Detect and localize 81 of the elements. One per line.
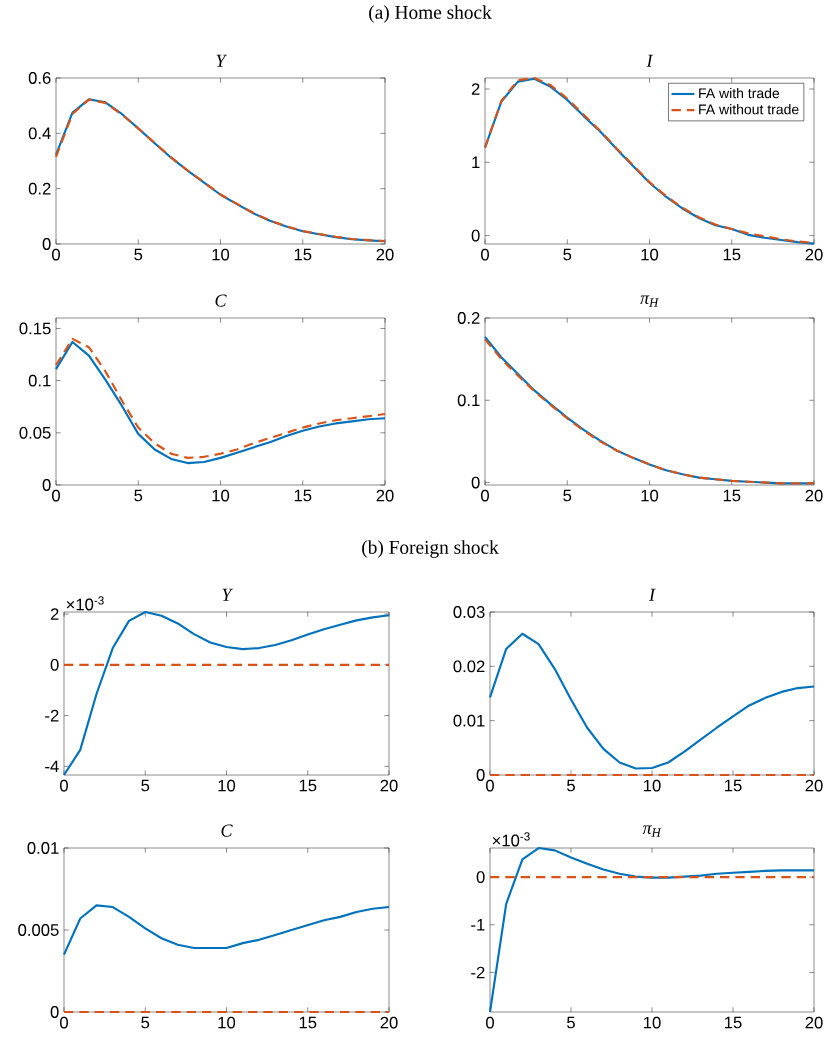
x-tick-label: 10	[212, 489, 230, 502]
x-tick-label: 20	[805, 489, 823, 502]
y-tick-label: -2	[45, 709, 59, 722]
y-tick-label: 0	[471, 229, 480, 242]
x-tick-label: 15	[299, 779, 317, 792]
y-tick-label: 0.05	[19, 426, 51, 439]
x-tick-label: 5	[567, 779, 575, 792]
line-series	[62, 610, 391, 777]
x-tick-label: 5	[134, 248, 143, 261]
legend-label: FA without trade	[699, 104, 799, 115]
x-tick-label: 15	[294, 248, 312, 261]
y-tick-label: 2	[471, 83, 480, 95]
x-tick-label: 15	[299, 1016, 317, 1029]
legend-label: FA with trade	[699, 87, 780, 99]
y-tick-label: 0.01	[27, 842, 59, 854]
x-tick-label: 10	[641, 489, 659, 502]
chart-title: π$_{H}$	[640, 295, 659, 307]
line-series	[488, 632, 816, 770]
x-tick-label: 0	[486, 1016, 494, 1029]
text: (b) Foreign shock	[362, 540, 499, 558]
x-tick-label: 5	[563, 489, 572, 502]
y-tick-label: 0	[50, 1006, 59, 1018]
x-tick-label: 15	[723, 248, 741, 261]
x-tick-label: 15	[294, 489, 312, 502]
x-tick-label: 10	[212, 248, 230, 261]
x-tick-label: 10	[218, 779, 236, 792]
chart-title: I	[646, 54, 654, 67]
y-tick-label: -1	[471, 919, 485, 931]
x-tick-label: 10	[641, 248, 659, 261]
y-tick-label: 0	[42, 479, 51, 491]
y-tick-label: 0.15	[19, 322, 51, 335]
x-tick-label: 5	[141, 1016, 150, 1029]
y-tick-label: 0.2	[457, 312, 480, 324]
x-tick-label: 20	[380, 779, 398, 792]
x-tick-label: 5	[563, 248, 572, 261]
y-tick-label: 0.2	[28, 182, 51, 195]
x-tick-label: 20	[805, 779, 823, 792]
x-tick-label: 20	[805, 248, 823, 261]
y-tick-label: 0.1	[28, 374, 51, 387]
y-tick-label: 2	[50, 608, 59, 620]
x-tick-label: 20	[805, 1016, 823, 1029]
y-tick-label: 0.01	[453, 714, 485, 727]
y-tick-label: 0	[42, 238, 51, 250]
y-tick-label: 0	[476, 871, 485, 883]
x-tick-label: 10	[218, 1016, 236, 1029]
x-tick-label: 10	[644, 1016, 661, 1029]
x-tick-label: 0	[486, 779, 494, 792]
x-tick-label: 0	[60, 1016, 68, 1029]
text: (a) Home shock	[369, 5, 492, 23]
chart-title: I	[648, 588, 656, 601]
y-tick-label: 0	[471, 476, 480, 489]
y-tick-label: 0.005	[18, 924, 59, 936]
chart-title: Y	[222, 588, 234, 601]
x-tick-label: 5	[567, 1016, 575, 1029]
chart-title: Y	[216, 54, 228, 67]
x-tick-label: 15	[723, 489, 741, 502]
y-tick-label: 0	[50, 658, 59, 671]
y-tick-label: 0.03	[453, 606, 485, 618]
x-tick-label: 20	[376, 248, 394, 261]
x-tick-label: 20	[376, 489, 394, 502]
x-tick-label: 15	[725, 779, 742, 792]
x-tick-label: 0	[60, 779, 68, 792]
chart-title: π$_{H}$	[642, 825, 662, 837]
x-tick-label: 20	[380, 1016, 398, 1029]
x-tick-label: 15	[725, 1016, 742, 1029]
y-tick-label: -2	[471, 966, 485, 979]
chart-title: C	[215, 294, 227, 307]
text: ×10$^{-3}$	[492, 832, 530, 847]
x-tick-label: 5	[134, 489, 143, 502]
y-tick-label: 0	[476, 769, 485, 781]
y-tick-label: 0.1	[457, 394, 480, 407]
y-tick-label: 0.6	[28, 72, 51, 84]
y-tick-label: 0.02	[453, 660, 485, 673]
y-tick-label: -4	[45, 760, 59, 773]
x-tick-label: 10	[644, 779, 661, 792]
y-tick-label: 0.4	[28, 127, 51, 140]
x-tick-label: 5	[141, 779, 150, 792]
text: ×10$^{-3}$	[66, 596, 104, 611]
line-series	[54, 98, 387, 243]
y-tick-label: 1	[472, 156, 480, 169]
chart-title: C	[221, 824, 233, 837]
